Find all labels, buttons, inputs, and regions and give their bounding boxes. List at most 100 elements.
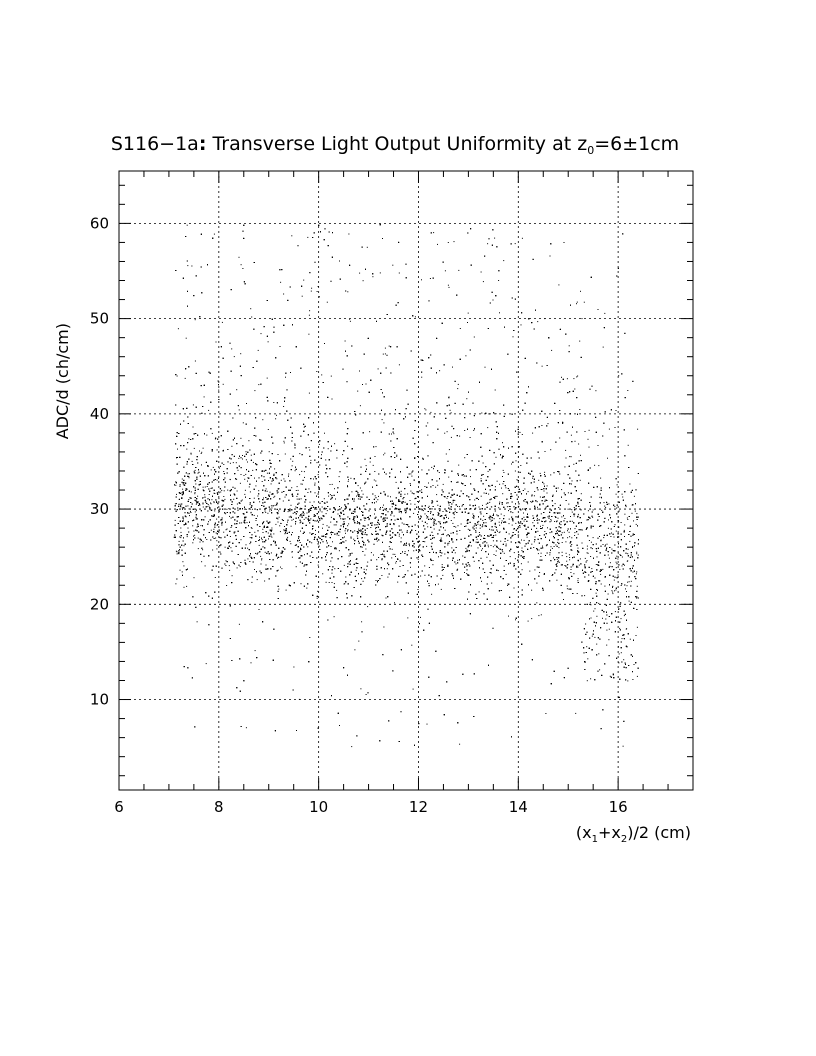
data-point [229, 462, 231, 464]
data-point [359, 370, 360, 372]
data-point [553, 546, 555, 547]
data-point [195, 508, 197, 510]
data-point [607, 527, 609, 529]
data-point [295, 490, 297, 491]
data-point [338, 534, 340, 536]
data-point [361, 546, 363, 548]
data-point [208, 521, 209, 523]
data-point [569, 557, 571, 558]
data-point [430, 411, 432, 413]
data-point [391, 506, 393, 508]
data-point [420, 515, 422, 517]
data-point [557, 541, 559, 543]
data-point [428, 583, 430, 584]
data-point [608, 628, 610, 630]
data-point [550, 519, 552, 520]
data-point [420, 616, 421, 618]
data-point [351, 746, 353, 748]
data-point [364, 519, 366, 521]
data-point [458, 506, 460, 508]
data-point [319, 537, 320, 539]
data-point [327, 448, 329, 450]
data-point [478, 520, 480, 522]
data-point [348, 555, 350, 557]
data-point [603, 537, 605, 539]
data-point [516, 479, 518, 481]
data-point [498, 507, 500, 509]
data-point [387, 576, 389, 578]
data-point [336, 457, 338, 459]
data-point [478, 532, 480, 533]
data-point [319, 510, 321, 512]
data-point [274, 504, 276, 506]
data-point [189, 515, 190, 517]
data-point [570, 569, 572, 570]
data-point [365, 509, 367, 511]
data-point [180, 527, 182, 529]
data-point [343, 541, 345, 543]
data-point [294, 443, 296, 445]
data-point [194, 493, 196, 495]
data-point [627, 519, 629, 520]
data-point [576, 566, 578, 568]
data-point [345, 576, 347, 578]
data-point [428, 505, 430, 507]
data-point [482, 462, 484, 464]
data-point [352, 510, 354, 512]
data-point [316, 508, 318, 510]
data-point [229, 478, 231, 480]
data-point [527, 620, 529, 622]
data-point [303, 471, 305, 473]
data-point [563, 531, 565, 533]
data-point [193, 470, 195, 472]
data-point [359, 496, 361, 498]
data-point [627, 390, 629, 391]
data-point [437, 243, 438, 245]
data-point [566, 378, 568, 380]
data-point [216, 449, 218, 451]
data-point [338, 550, 340, 552]
data-point [290, 543, 292, 545]
data-point [188, 508, 190, 510]
data-point [245, 727, 247, 729]
data-point [245, 508, 247, 510]
data-point [310, 459, 312, 461]
data-point [238, 409, 240, 411]
data-point [544, 499, 546, 501]
data-point [383, 504, 384, 506]
data-point [294, 545, 296, 546]
data-point [561, 555, 563, 557]
data-point [337, 509, 339, 511]
data-point [556, 512, 558, 514]
data-point [331, 534, 332, 536]
data-point [557, 512, 558, 514]
data-point [499, 524, 501, 526]
data-point [359, 272, 361, 274]
data-point [289, 540, 291, 542]
data-point [458, 269, 460, 271]
data-point [444, 522, 446, 524]
data-point [235, 462, 237, 464]
data-point [422, 510, 424, 512]
data-point [501, 520, 503, 522]
data-point [411, 644, 413, 646]
data-point [322, 573, 324, 575]
data-point [365, 569, 367, 571]
data-point [571, 520, 573, 522]
data-point [346, 498, 348, 500]
data-point [418, 549, 420, 551]
data-point [180, 506, 182, 508]
data-point [277, 557, 278, 559]
data-point [440, 537, 442, 539]
data-point [237, 469, 239, 471]
data-point [499, 501, 501, 503]
data-point [546, 485, 548, 487]
data-point [281, 519, 283, 520]
data-point [231, 445, 233, 447]
data-point [601, 509, 603, 511]
data-point [452, 366, 453, 368]
data-point [632, 535, 634, 536]
data-point [450, 412, 452, 414]
data-point [569, 536, 571, 538]
data-point [301, 470, 303, 472]
